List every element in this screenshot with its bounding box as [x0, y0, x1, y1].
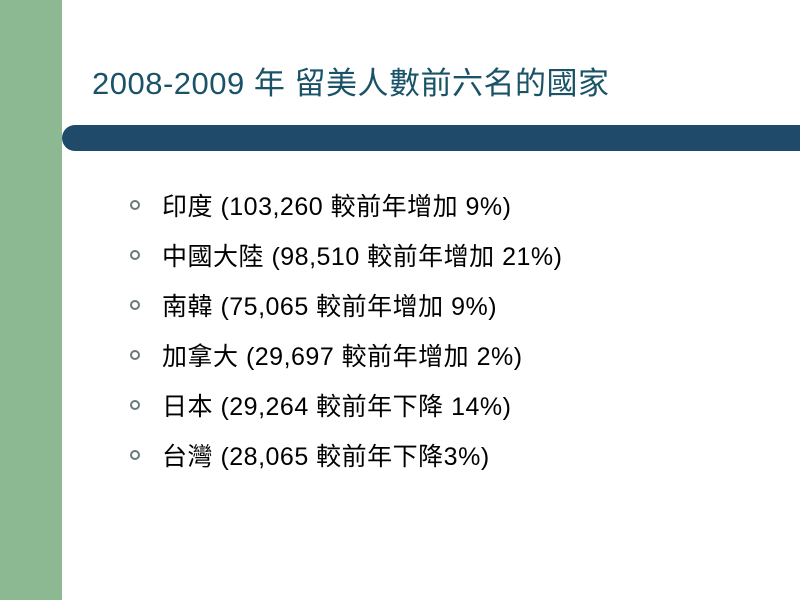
bullet-icon: [130, 200, 140, 210]
list-item: 台灣 (28,065 較前年下降3%): [130, 437, 800, 473]
list-item: 印度 (103,260 較前年增加 9%): [130, 187, 800, 223]
list-item: 日本 (29,264 較前年下降 14%): [130, 387, 800, 423]
list-item-text: 台灣 (28,065 較前年下降3%): [162, 437, 490, 473]
slide-title: 2008-2009 年 留美人數前六名的國家: [62, 58, 800, 103]
list-item-text: 中國大陸 (98,510 較前年增加 21%): [162, 237, 563, 273]
list-item: 南韓 (75,065 較前年增加 9%): [130, 287, 800, 323]
sidebar-accent: [0, 0, 62, 600]
bullet-icon: [130, 350, 140, 360]
bullet-icon: [130, 400, 140, 410]
bullet-icon: [130, 250, 140, 260]
list-item-text: 印度 (103,260 較前年增加 9%): [162, 187, 512, 223]
bullet-list: 印度 (103,260 較前年增加 9%) 中國大陸 (98,510 較前年增加…: [62, 151, 800, 473]
bullet-icon: [130, 300, 140, 310]
list-item-text: 加拿大 (29,697 較前年增加 2%): [162, 337, 523, 373]
list-item: 加拿大 (29,697 較前年增加 2%): [130, 337, 800, 373]
title-underline-bar: [62, 125, 800, 151]
list-item: 中國大陸 (98,510 較前年增加 21%): [130, 237, 800, 273]
main-content-area: 2008-2009 年 留美人數前六名的國家 印度 (103,260 較前年增加…: [62, 0, 800, 600]
bullet-icon: [130, 450, 140, 460]
list-item-text: 南韓 (75,065 較前年增加 9%): [162, 287, 497, 323]
list-item-text: 日本 (29,264 較前年下降 14%): [162, 387, 512, 423]
